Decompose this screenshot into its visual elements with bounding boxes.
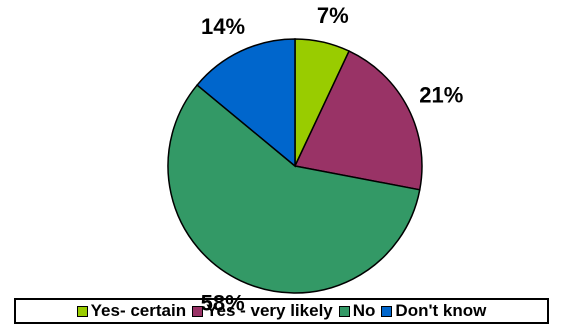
legend-swatch-yes-certain: [76, 305, 88, 317]
legend-item-yes-very-likely: Yes - very likely: [192, 301, 333, 321]
pie-label-yes-certain: 7%: [317, 3, 349, 28]
pie-label-yes-very-likely: 21%: [419, 83, 463, 108]
legend-swatch-yes-very-likely: [192, 305, 204, 317]
legend-label-no: No: [352, 301, 376, 320]
legend-swatch-dont-know: [381, 305, 393, 317]
pie-slice-yes-very-likely: [293, 50, 423, 191]
pie-slice-dont-know: [196, 38, 296, 168]
legend-item-dont-know: Don't know: [381, 301, 486, 321]
legend-label-yes-certain: Yes- certain: [90, 301, 187, 320]
pie-label-no: 58%: [201, 291, 245, 316]
chart-legend: Yes- certain Yes - very likely No Don't …: [14, 298, 549, 324]
legend-label-yes-very-likely: Yes - very likely: [206, 301, 333, 320]
legend-item-no: No: [338, 301, 376, 321]
pie-label-dont-know: 14%: [201, 14, 245, 39]
legend-item-yes-certain: Yes- certain: [76, 301, 187, 321]
legend-swatch-no: [338, 305, 350, 317]
pie-slice-no: [167, 83, 421, 294]
legend-label-dont-know: Don't know: [395, 301, 487, 320]
